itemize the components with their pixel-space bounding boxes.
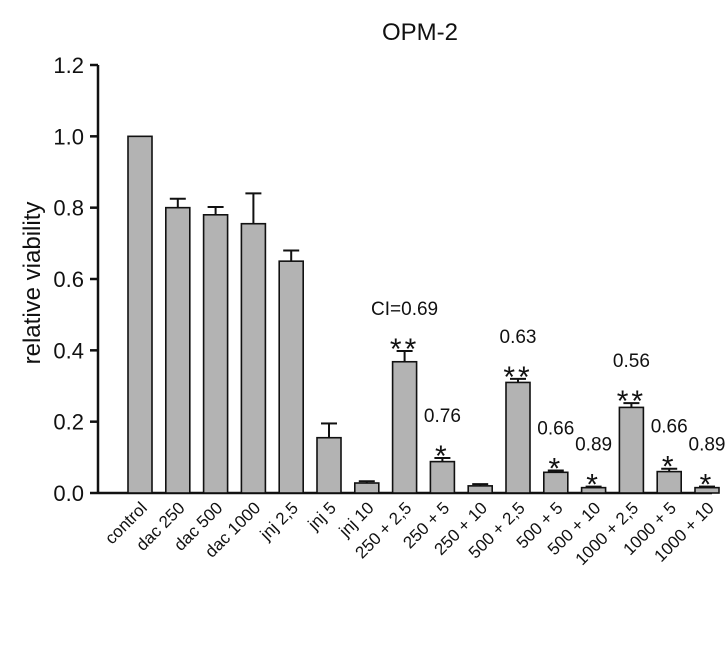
significance-mark-13: ** bbox=[617, 385, 646, 418]
ci-annotation-12: 0.89 bbox=[575, 435, 612, 456]
bar-2 bbox=[202, 214, 229, 494]
ci-annotation-8: 0.76 bbox=[424, 406, 461, 427]
bar-9 bbox=[467, 485, 494, 494]
ci-annotation-7: CI=0.69 bbox=[371, 299, 438, 320]
y-axis-label: relative viability bbox=[19, 202, 46, 365]
bar-4 bbox=[278, 260, 305, 494]
y-tick-label: 1.0 bbox=[53, 124, 84, 149]
significance-mark-7: ** bbox=[390, 333, 419, 366]
bar-3 bbox=[240, 222, 267, 494]
bar-8 bbox=[429, 460, 456, 494]
bar-5 bbox=[316, 436, 342, 494]
significance-marks: **CI=0.69*0.76**0.63*0.66*0.89**0.56*0.6… bbox=[371, 299, 725, 502]
significance-mark-12: * bbox=[586, 469, 601, 502]
bar-0 bbox=[127, 135, 153, 494]
significance-mark-14: * bbox=[662, 451, 677, 484]
bar-1 bbox=[165, 206, 191, 494]
chart-title: OPM-2 bbox=[382, 19, 458, 46]
ci-annotation-15: 0.89 bbox=[689, 435, 726, 456]
x-tick-label-5: jnj 5 bbox=[304, 498, 340, 534]
y-tick-label: 0.0 bbox=[53, 481, 84, 506]
axes: 0.0 0.2 0.4 0.6 0.8 1.0 1.2 bbox=[53, 53, 712, 506]
y-tick-label: 0.8 bbox=[53, 196, 84, 221]
y-tick-label: 1.2 bbox=[53, 53, 84, 78]
y-tick-label: 0.4 bbox=[53, 338, 84, 363]
ci-annotation-11: 0.66 bbox=[537, 419, 574, 440]
bar-7 bbox=[391, 360, 418, 494]
significance-mark-11: * bbox=[548, 453, 563, 486]
significance-mark-15: * bbox=[700, 469, 715, 502]
error-bars bbox=[169, 192, 715, 488]
bars bbox=[127, 135, 720, 494]
bar-6 bbox=[353, 482, 380, 494]
bar-13 bbox=[618, 406, 645, 494]
significance-mark-10: ** bbox=[503, 361, 532, 394]
x-tick-label-4: jnj 2,5 bbox=[256, 498, 302, 544]
ci-annotation-14: 0.66 bbox=[651, 417, 688, 438]
y-tick-label: 0.2 bbox=[53, 410, 84, 435]
bar-10 bbox=[505, 381, 531, 494]
ci-annotation-13: 0.56 bbox=[613, 351, 650, 372]
y-tick-label: 0.6 bbox=[53, 267, 84, 292]
significance-mark-8: * bbox=[435, 440, 450, 473]
ci-annotation-10: 0.63 bbox=[500, 327, 537, 348]
